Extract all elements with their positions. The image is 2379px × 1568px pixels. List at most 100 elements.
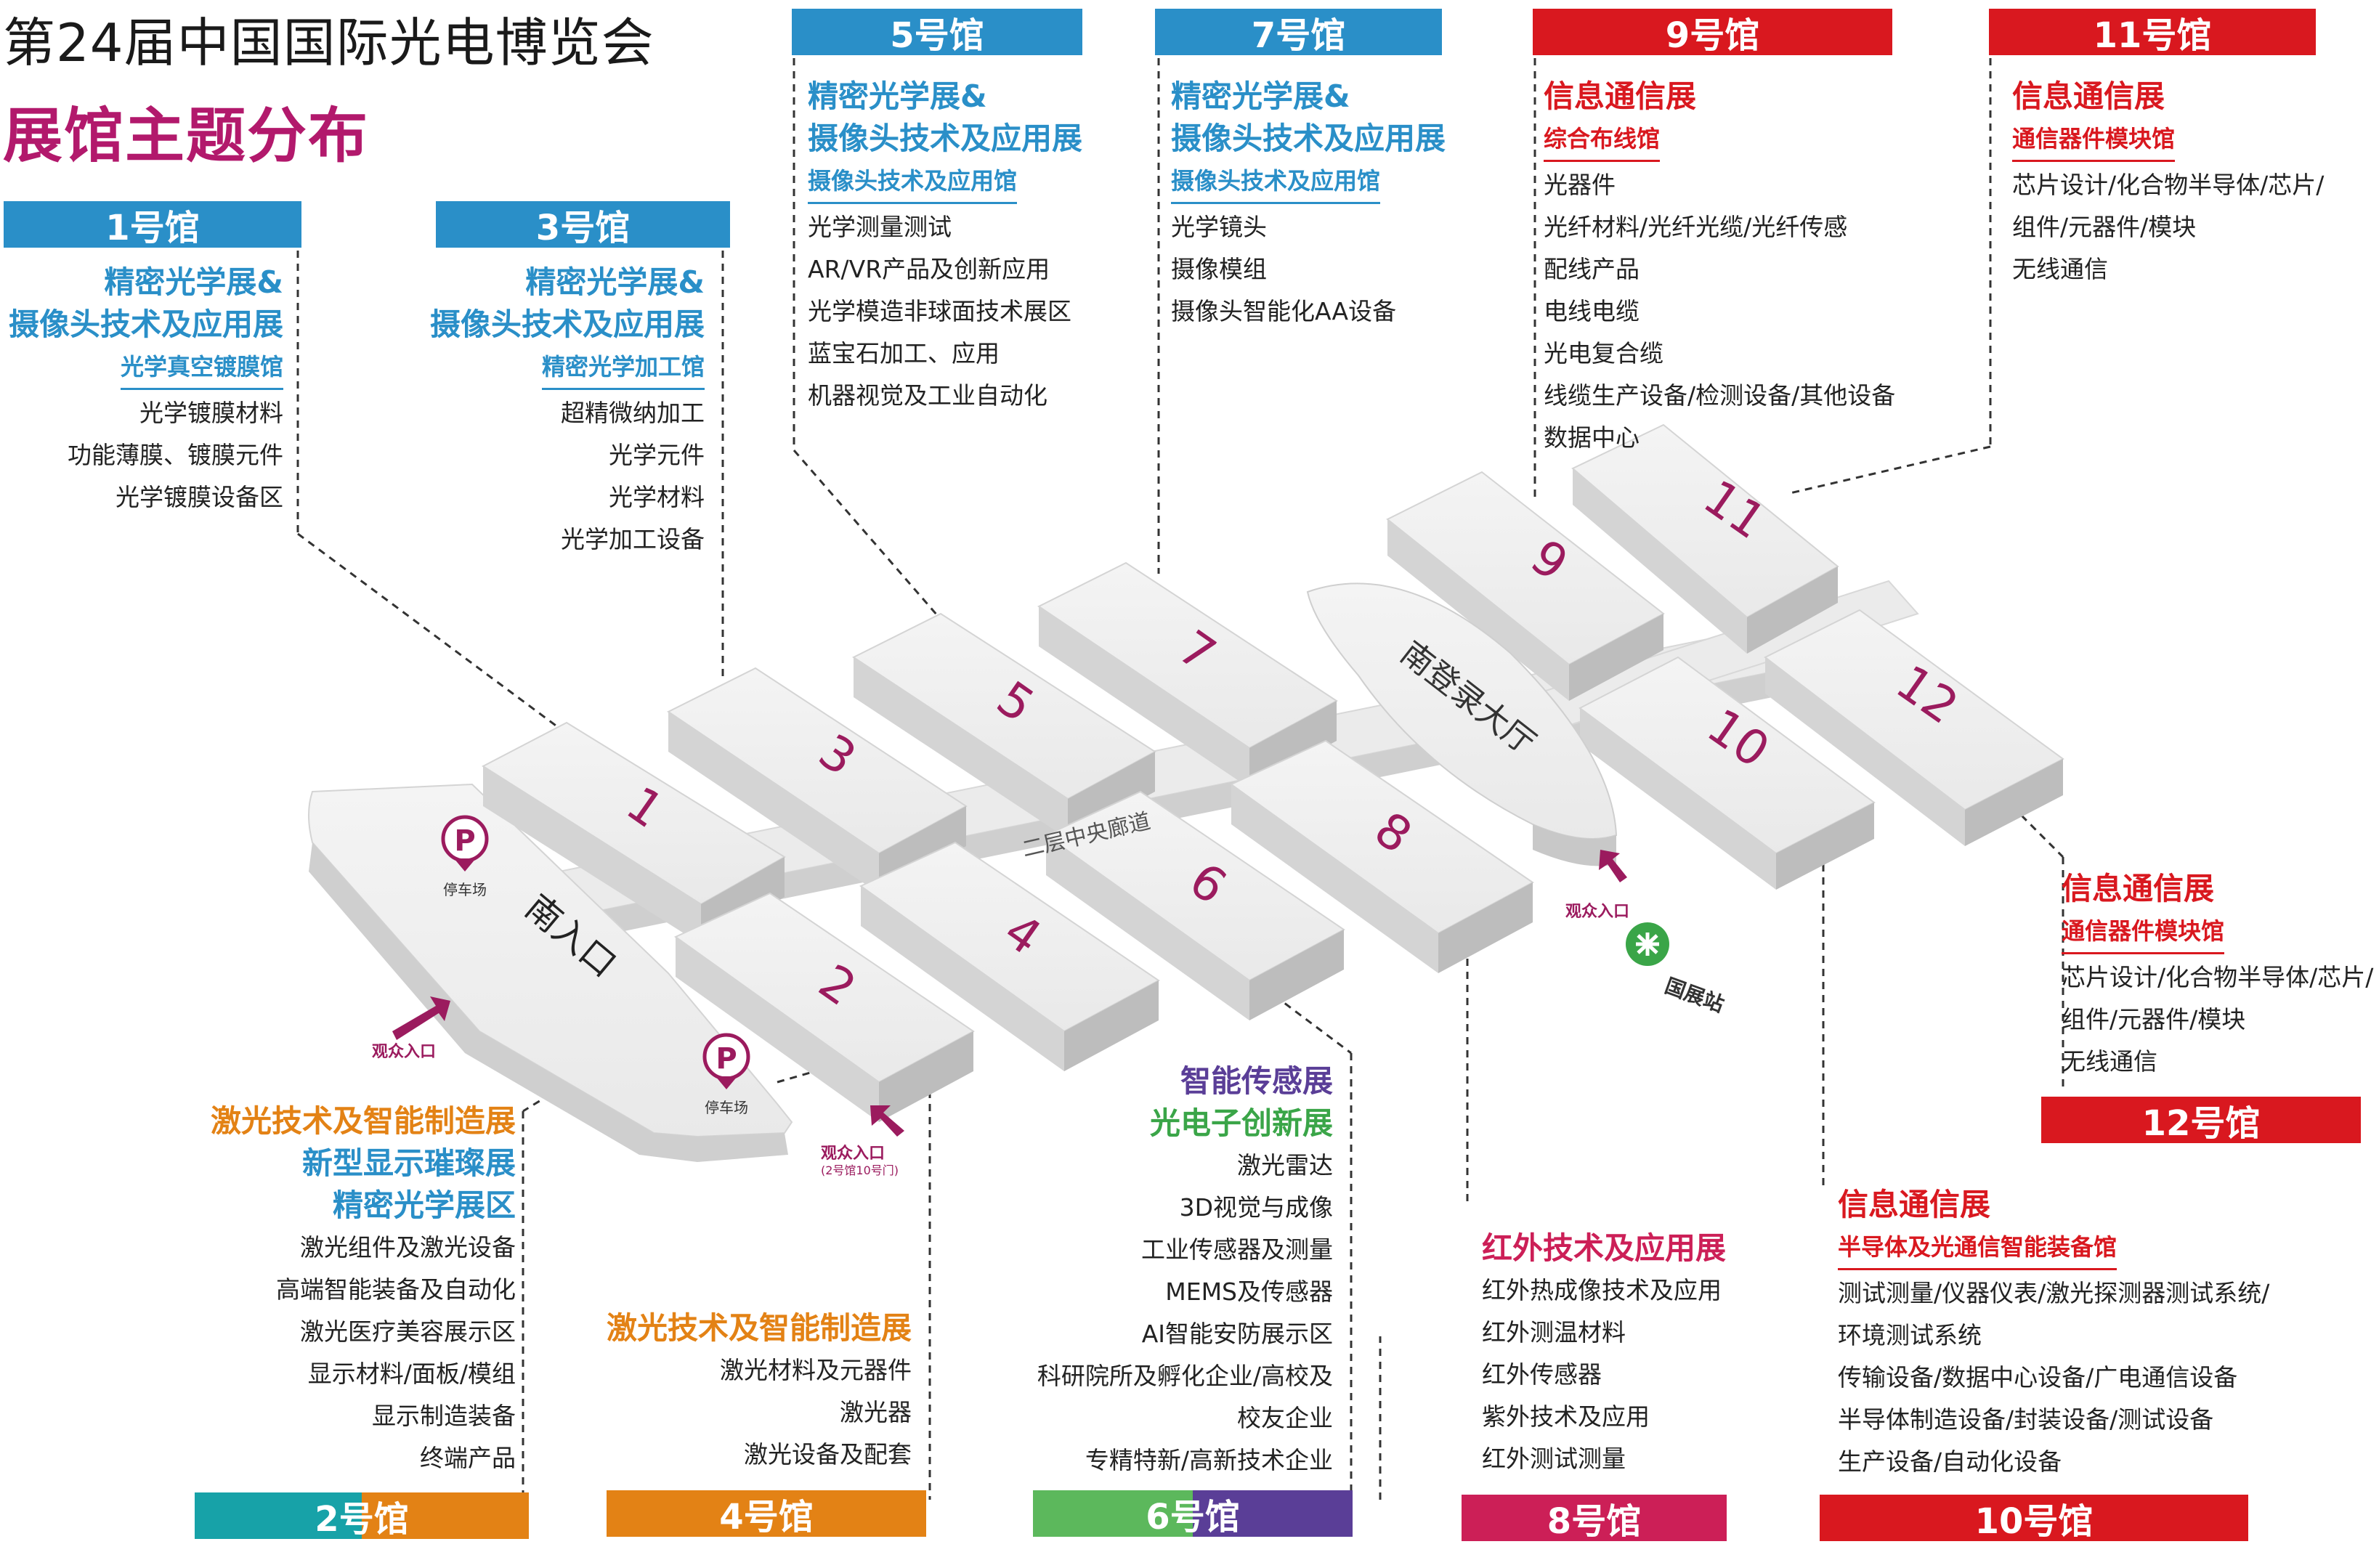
hall-7-sub: 摄像头技术及应用馆 — [1171, 160, 1381, 204]
hall-5-item: 光学测量测试 — [808, 213, 952, 241]
hall-7-item: 摄像头智能化AA设备 — [1171, 297, 1397, 325]
hall-5-sub: 摄像头技术及应用馆 — [808, 160, 1018, 204]
svg-text:P: P — [454, 824, 475, 858]
svg-text:P: P — [716, 1042, 737, 1076]
svg-text:停车场: 停车场 — [705, 1099, 748, 1116]
hall-6-item: 3D视觉与成像 — [1179, 1193, 1333, 1222]
hall-5-bar[interactable]: 5号馆 — [792, 9, 1082, 56]
hall-2-item: 激光组件及激光设备 — [300, 1233, 516, 1262]
hall-4-item: 激光设备及配套 — [744, 1440, 912, 1469]
hall-9-item: 配线产品 — [1544, 255, 1640, 283]
hall-10-item: 半导体制造设备/封装设备/测试设备 — [1838, 1405, 2214, 1434]
hall-6-item: 专精特新/高新技术企业 — [1085, 1446, 1333, 1474]
south-lobby — [1306, 582, 1618, 866]
hall-10-item: 生产设备/自动化设备 — [1838, 1447, 2062, 1476]
hall-11-title: 信息通信展 — [2012, 78, 2165, 114]
hall-10-item: 测试测量/仪器仪表/激光探测器测试系统/ — [1838, 1279, 2270, 1307]
hall-12-bar[interactable]: 12号馆 — [2041, 1097, 2361, 1144]
hall-12-title: 信息通信展 — [2062, 871, 2215, 906]
hall-1-bar[interactable]: 1号馆 — [4, 201, 301, 248]
hall-9-item: 电线电缆 — [1544, 297, 1640, 325]
hall-4-info: 激光技术及智能制造展 激光材料及元器件 激光器 激光设备及配套 — [581, 1307, 912, 1476]
hall-8-title: 红外技术及应用展 — [1482, 1230, 1727, 1266]
hall-7-bar[interactable]: 7号馆 — [1155, 9, 1442, 56]
hall-1-item: 功能薄膜、镀膜元件 — [68, 441, 283, 469]
hall-11-sub: 通信器件模块馆 — [2012, 118, 2176, 162]
hall-3-info: 精密光学展& 摄像头技术及应用展 精密光学加工馆 超精微纳加工 光学元件 光学材… — [421, 261, 705, 561]
hall-2-info: 激光技术及智能制造展 新型显示璀璨展 精密光学展区 激光组件及激光设备 高端智能… — [174, 1100, 516, 1479]
hall-9-item: 光电复合缆 — [1544, 339, 1663, 367]
hall-8-item: 红外测温材料 — [1482, 1318, 1626, 1346]
hall-3-item: 超精微纳加工 — [561, 399, 705, 427]
hall-10-item: 环境测试系统 — [1838, 1321, 1982, 1349]
hall-5-title-2: 摄像头技术及应用展 — [808, 121, 1083, 156]
hall-9-sub: 综合布线馆 — [1544, 118, 1661, 162]
hall-7-info: 精密光学展& 摄像头技术及应用展 摄像头技术及应用馆 光学镜头 摄像模组 摄像头… — [1171, 76, 1446, 333]
hall-2-title-2: 新型显示璀璨展 — [301, 1145, 516, 1181]
hall-3-item: 光学元件 — [609, 441, 705, 469]
hall-11-item: 无线通信 — [2012, 255, 2108, 283]
entrance-arrow-2: 观众入口 (2号馆10号门) — [821, 1105, 904, 1177]
hall-9-title: 信息通信展 — [1544, 78, 1697, 114]
hall-9-bar[interactable]: 9号馆 — [1533, 9, 1892, 56]
hall-3-sub: 精密光学加工馆 — [541, 346, 705, 390]
hall-6-item: 激光雷达 — [1237, 1151, 1333, 1179]
hall-9-info: 信息通信展 综合布线馆 光器件 光纤材料/光纤光缆/光纤传感 配线产品 电线电缆… — [1544, 76, 1895, 459]
hall-7-title-2: 摄像头技术及应用展 — [1171, 121, 1446, 156]
hall-8-info: 红外技术及应用展 红外热成像技术及应用 红外测温材料 红外传感器 紫外技术及应用… — [1482, 1227, 1726, 1480]
hall-5-item: AR/VR产品及创新应用 — [808, 255, 1050, 283]
page-subtitle: 展馆主题分布 — [3, 102, 370, 171]
hall-4-bar[interactable]: 4号馆 — [607, 1490, 926, 1537]
hall-2-item: 激光医疗美容展示区 — [300, 1317, 516, 1346]
hall-3-title-1: 精密光学展& — [525, 264, 705, 300]
hall-1-title-1: 精密光学展& — [104, 264, 283, 300]
hall-6-item: 科研院所及孵化企业/高校及 — [1037, 1362, 1333, 1390]
hall-12-info: 信息通信展 通信器件模块馆 芯片设计/化合物半导体/芯片/ 组件/元器件/模块 … — [2062, 868, 2373, 1083]
hall-10-item: 传输设备/数据中心设备/广电通信设备 — [1838, 1363, 2238, 1392]
hall-12-item: 无线通信 — [2062, 1047, 2157, 1076]
hall-10-bar[interactable]: 10号馆 — [1820, 1495, 2248, 1542]
svg-text:观众入口: 观众入口 — [821, 1145, 885, 1163]
hall-4-item: 激光器 — [840, 1398, 912, 1426]
hall-11-bar[interactable]: 11号馆 — [1989, 9, 2316, 56]
hall-11-item: 芯片设计/化合物半导体/芯片/ — [2012, 171, 2325, 199]
hall-2-title-3: 精密光学展区 — [332, 1187, 516, 1223]
hall-8-bar[interactable]: 8号馆 — [1462, 1495, 1727, 1542]
hall-9-item: 数据中心 — [1544, 423, 1640, 452]
page-title: 第24届中国国际光电博览会 — [3, 12, 654, 73]
hall-3-bar[interactable]: 3号馆 — [436, 201, 730, 248]
hall-6-title-2: 光电子创新展 — [1149, 1105, 1333, 1141]
hall-3-title-2: 摄像头技术及应用展 — [429, 306, 705, 342]
hall-1-sub: 光学真空镀膜馆 — [120, 346, 283, 390]
hall-5-item: 机器视觉及工业自动化 — [808, 381, 1047, 410]
hall-12-sub: 通信器件模块馆 — [2062, 910, 2225, 954]
hall-boxes — [481, 423, 2064, 1122]
hall-7-title-1: 精密光学展& — [1171, 78, 1350, 114]
svg-text:(2号馆10号门): (2号馆10号门) — [821, 1163, 899, 1177]
hall-2-item: 终端产品 — [420, 1444, 516, 1472]
hall-1-info: 精密光学展& 摄像头技术及应用展 光学真空镀膜馆 光学镀膜材料 功能薄膜、镀膜元… — [4, 261, 283, 519]
hall-5-info: 精密光学展& 摄像头技术及应用展 摄像头技术及应用馆 光学测量测试 AR/VR产… — [808, 76, 1082, 417]
hall-7-item: 摄像模组 — [1171, 255, 1267, 283]
entrance-arrow-3: 观众入口 — [1565, 850, 1629, 921]
hall-6-title-1: 智能传感展 — [1180, 1063, 1333, 1099]
hall-1-item: 光学镀膜设备区 — [115, 483, 283, 511]
hall-12-item: 组件/元器件/模块 — [2062, 1005, 2246, 1033]
hall-11-item: 组件/元器件/模块 — [2012, 213, 2197, 241]
hall-8-item: 红外传感器 — [1482, 1360, 1602, 1389]
hall-1-title-2: 摄像头技术及应用展 — [8, 306, 283, 342]
hall-6-info: 智能传感展 光电子创新展 激光雷达 3D视觉与成像 工业传感器及测量 MEMS及… — [1002, 1060, 1333, 1482]
hall-2-bar[interactable]: 2号馆 — [195, 1492, 529, 1540]
hall-8-item: 红外测试测量 — [1482, 1445, 1626, 1473]
hall-6-item: AI智能安防展示区 — [1141, 1320, 1333, 1348]
svg-text:停车场: 停车场 — [443, 881, 487, 898]
hall-6-bar[interactable]: 6号馆 — [1033, 1490, 1353, 1537]
hall-7-item: 光学镜头 — [1171, 213, 1267, 241]
hall-5-item: 蓝宝石加工、应用 — [808, 339, 1000, 367]
svg-text:观众入口: 观众入口 — [372, 1043, 436, 1061]
hall-8-item: 红外热成像技术及应用 — [1482, 1276, 1722, 1304]
hall-9-item: 光器件 — [1544, 171, 1616, 199]
hall-4-item: 激光材料及元器件 — [720, 1356, 912, 1384]
hall-6-item: MEMS及传感器 — [1165, 1277, 1333, 1306]
hall-10-info: 信息通信展 半导体及光通信智能装备馆 测试测量/仪器仪表/激光探测器测试系统/ … — [1838, 1184, 2269, 1483]
